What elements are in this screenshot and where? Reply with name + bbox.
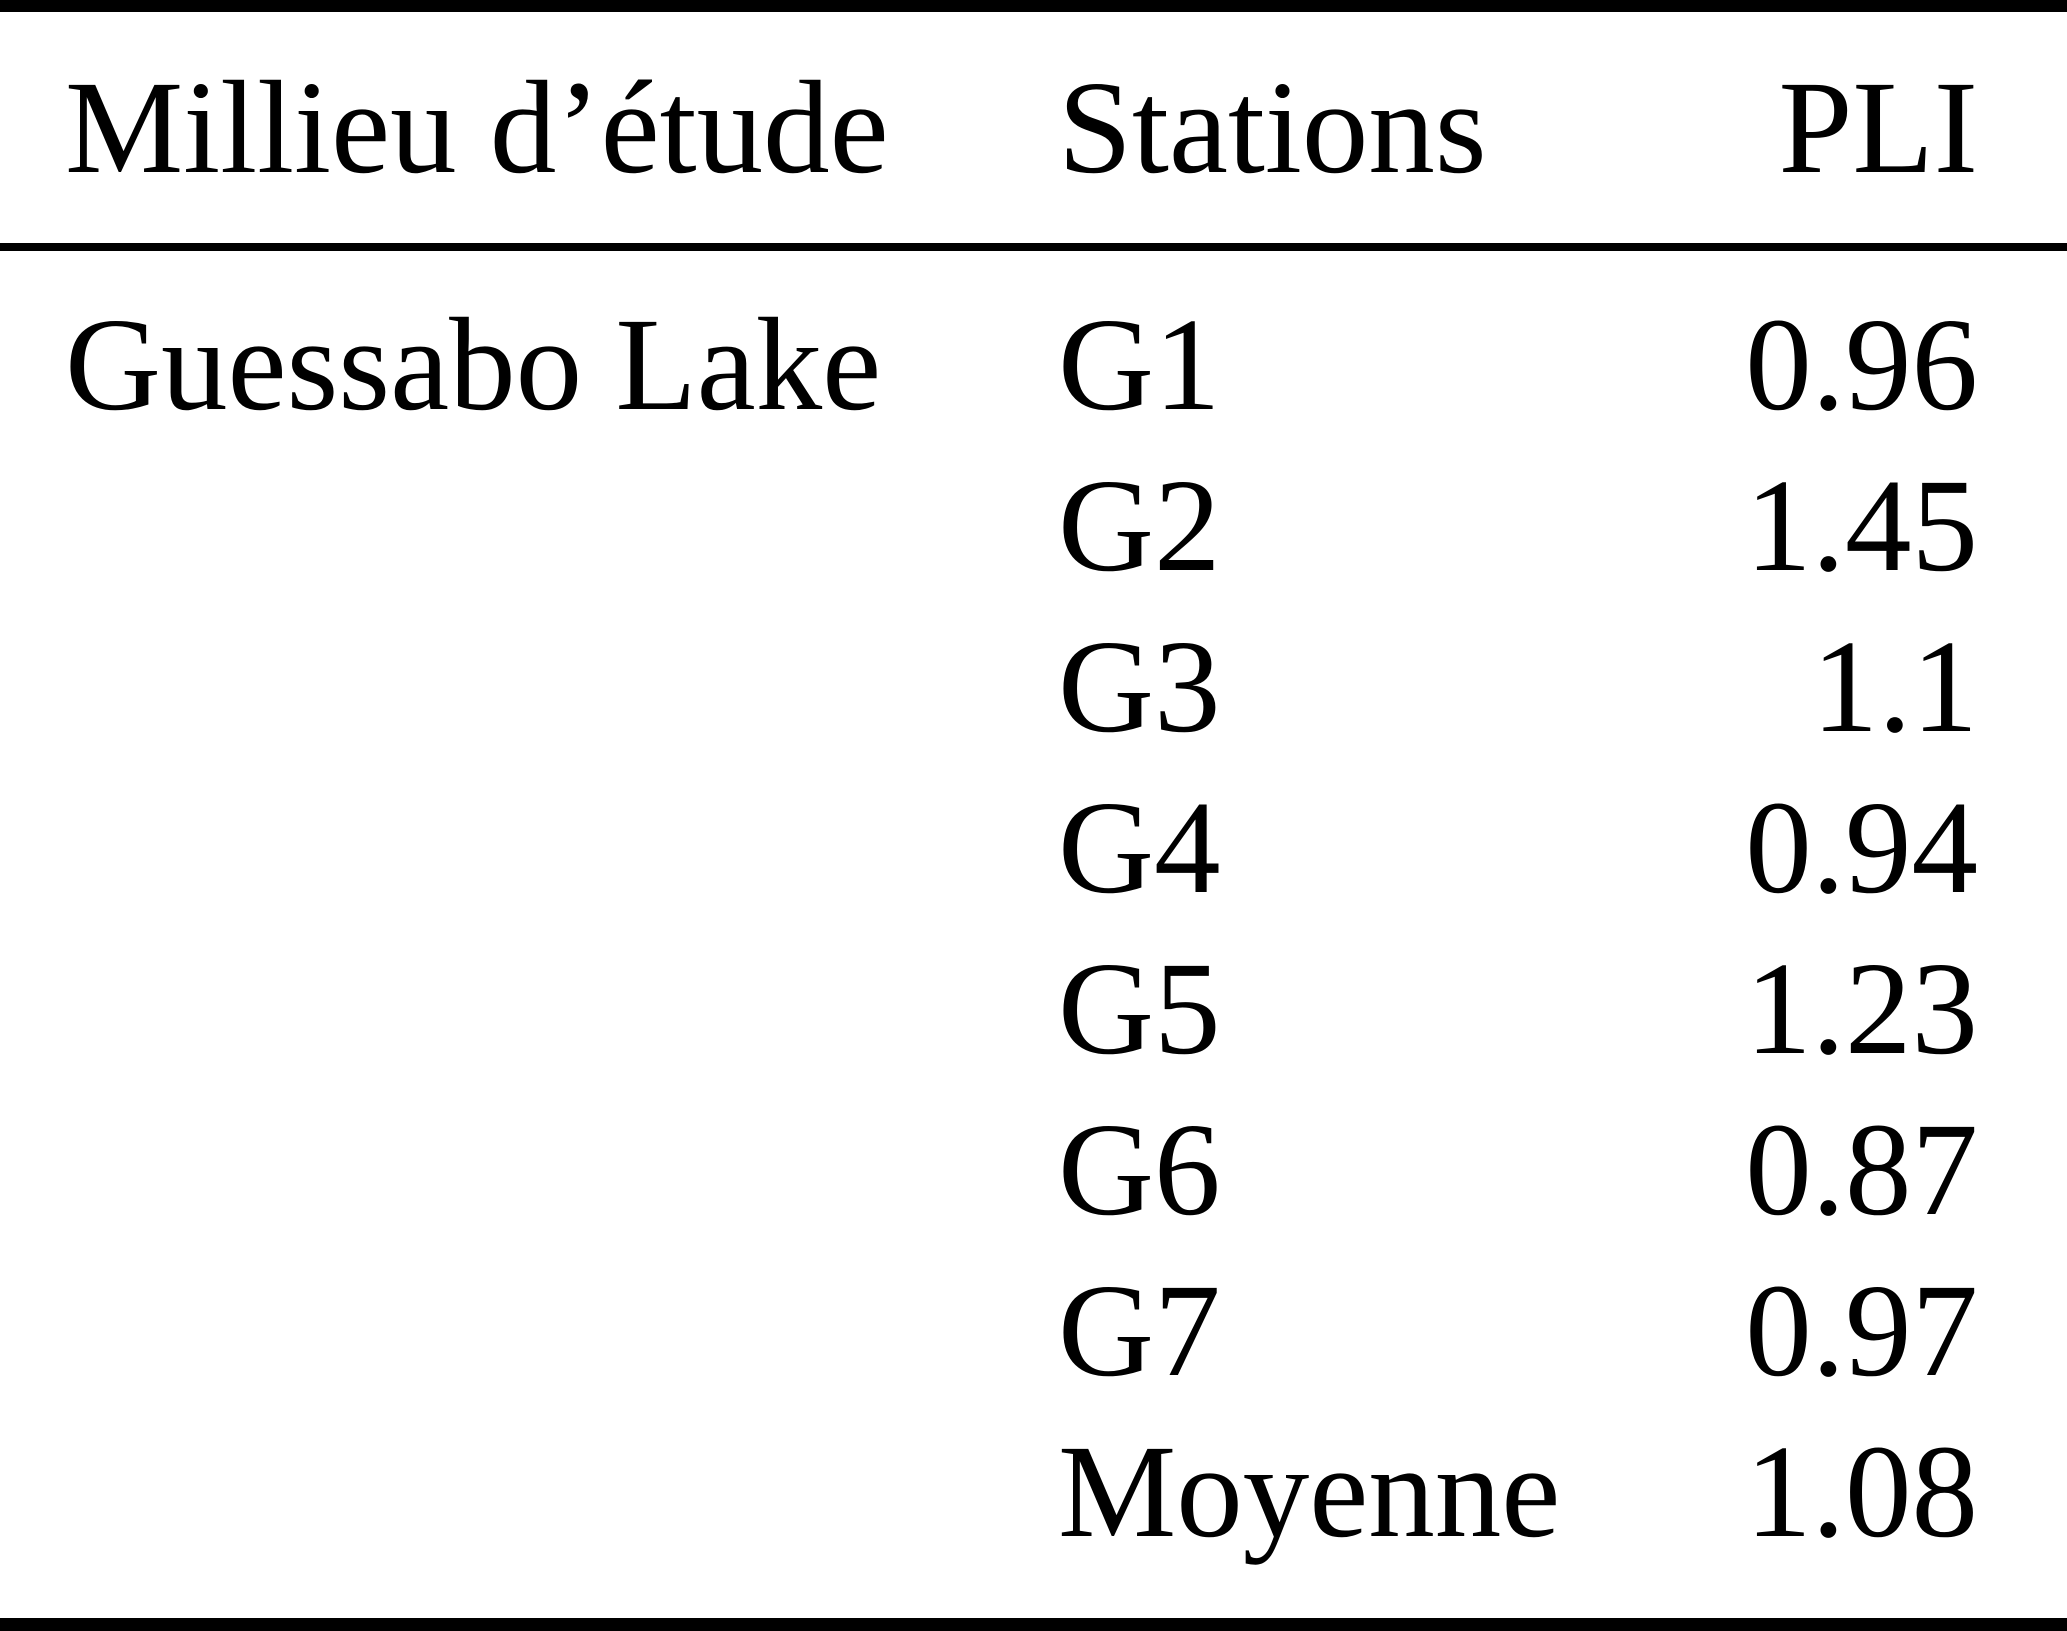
header-stations: Stations [1058, 53, 1487, 201]
table-row: G3 1.1 [65, 606, 1978, 767]
cell-pli: 0.94 [1745, 773, 1978, 921]
table-row: G6 0.87 [65, 1089, 1978, 1250]
cell-pli: 0.87 [1745, 1095, 1978, 1243]
table-header-row: Millieu d’étude Stations PLI [65, 12, 1978, 243]
cell-pli: 1.23 [1745, 934, 1978, 1082]
table-body: Guessabo Lake G1 0.96 G2 1.45 G3 1.1 G4 … [65, 284, 1978, 1572]
table-header-rule [0, 243, 2067, 251]
cell-station: G1 [1058, 290, 1221, 438]
cell-station: Moyenne [1058, 1417, 1561, 1565]
cell-pli: 0.96 [1745, 290, 1978, 438]
cell-pli: 0.97 [1745, 1256, 1978, 1404]
cell-pli: 1.08 [1745, 1417, 1978, 1565]
cell-pli: 1.45 [1745, 451, 1978, 599]
cell-station: G4 [1058, 773, 1221, 921]
table-row: G2 1.45 [65, 445, 1978, 606]
cell-station: G2 [1058, 451, 1221, 599]
table-row: G5 1.23 [65, 928, 1978, 1089]
table-row: G7 0.97 [65, 1250, 1978, 1411]
table-row: Guessabo Lake G1 0.96 [65, 284, 1978, 445]
header-pli: PLI [1778, 53, 1979, 201]
cell-station: G7 [1058, 1256, 1221, 1404]
table-row: Moyenne 1.08 [65, 1411, 1978, 1572]
table-top-rule [0, 0, 2067, 12]
cell-station: G5 [1058, 934, 1221, 1082]
table-bottom-rule [0, 1618, 2067, 1631]
cell-pli: 1.1 [1811, 612, 1978, 760]
table-row: G4 0.94 [65, 767, 1978, 928]
header-milieu: Millieu d’étude [65, 53, 889, 201]
cell-station: G6 [1058, 1095, 1221, 1243]
cell-station: G3 [1058, 612, 1221, 760]
cell-milieu: Guessabo Lake [65, 290, 882, 438]
